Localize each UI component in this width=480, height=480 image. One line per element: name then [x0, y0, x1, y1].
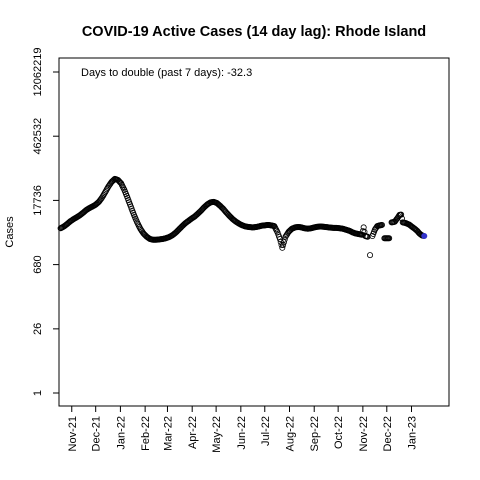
chart-title: COVID-19 Active Cases (14 day lag): Rhod… — [82, 24, 426, 40]
data-points — [57, 175, 428, 259]
x-tick-label: Apr-22 — [187, 416, 199, 449]
data-point — [279, 244, 286, 251]
x-tick-label: Oct-22 — [333, 416, 345, 449]
data-point — [398, 211, 405, 218]
y-axis: 1 26 680 17736 462532 12062219 — [32, 48, 59, 396]
x-axis: Nov-21 Dec-21 Jan-22 Feb-22 Mar-22 Apr-22 May-… — [67, 406, 419, 453]
x-tick-label: Jun-22 — [236, 416, 248, 450]
x-tick-label: Jan-22 — [115, 416, 127, 450]
y-axis-label: Cases — [4, 216, 16, 248]
data-point — [386, 235, 393, 242]
plot-frame — [58, 57, 450, 407]
x-tick-label: Aug-22 — [284, 416, 296, 451]
y-tick-label: 1 — [32, 390, 44, 396]
data-point — [367, 252, 374, 259]
x-tick-label: Feb-22 — [140, 416, 152, 451]
data-point — [379, 221, 386, 228]
x-tick-label: Jul-22 — [260, 416, 272, 446]
y-tick-label: 12062219 — [32, 48, 44, 97]
y-tick-label: 17736 — [32, 185, 44, 216]
data-point — [281, 236, 288, 243]
x-tick-label: Sep-22 — [309, 416, 321, 451]
data-point — [421, 233, 428, 240]
x-tick-label: Jan-23 — [407, 416, 419, 450]
data-point — [280, 239, 287, 246]
x-tick-label: Nov-22 — [358, 416, 370, 451]
x-tick-label: Dec-22 — [382, 416, 394, 451]
x-tick-label: Dec-21 — [91, 416, 103, 451]
x-tick-label: Nov-21 — [67, 416, 79, 451]
y-tick-label: 462532 — [32, 118, 44, 155]
x-tick-label: May-22 — [211, 416, 223, 453]
y-tick-label: 680 — [32, 255, 44, 273]
y-tick-label: 26 — [32, 323, 44, 335]
data-point — [280, 241, 287, 248]
chart-annotation: Days to double (past 7 days): -32.3 — [81, 67, 252, 79]
x-tick-label: Mar-22 — [162, 416, 174, 451]
data-point — [360, 224, 367, 231]
